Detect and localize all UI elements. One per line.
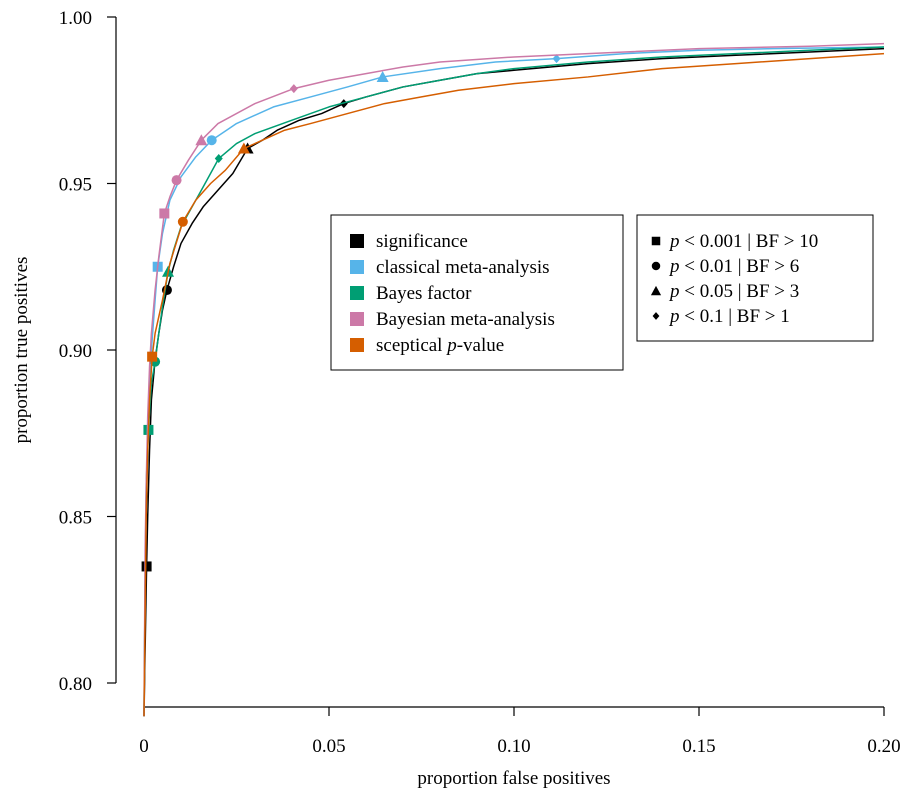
plot-area — [141, 42, 885, 717]
series-classical-meta-analysis — [143, 46, 885, 717]
series-significance — [141, 47, 885, 717]
square-marker — [141, 561, 152, 572]
series-line — [143, 46, 885, 717]
y-tick-label: 0.90 — [59, 341, 92, 362]
y-axis-label: proportion true positives — [11, 257, 32, 444]
circle-marker — [651, 261, 661, 271]
legend-threshold-label: p < 0.01 | BF > 6 — [668, 256, 799, 277]
series-line — [143, 47, 885, 717]
x-tick-label: 0.05 — [312, 736, 345, 757]
y-tick-label: 0.80 — [59, 674, 92, 695]
legend-thresholds-frame — [636, 214, 874, 342]
diamond-marker — [652, 312, 660, 320]
legend-thresholds: p < 0.001 | BF > 10 p < 0.01 | BF > 6 p < … — [636, 214, 874, 342]
legend-swatch — [350, 286, 364, 300]
triangle-marker — [650, 285, 662, 296]
circle-marker — [171, 175, 182, 186]
legend-threshold-label: p < 0.001 | BF > 10 — [668, 231, 818, 252]
y-tick-label: 0.85 — [59, 508, 92, 529]
legend-method-label: classical meta-analysis — [376, 257, 550, 278]
series-line — [143, 52, 885, 717]
legend-method-label: Bayes factor — [376, 283, 472, 304]
x-tick-label: 0.10 — [497, 736, 530, 757]
x-tick-label: 0 — [139, 736, 149, 757]
legend-methods: significance classical meta-analysis Bayes… — [330, 214, 624, 371]
circle-marker — [206, 135, 217, 146]
y-tick-label: 1.00 — [59, 8, 92, 29]
legend-swatch — [350, 338, 364, 352]
series-bayesian-meta-analysis — [143, 42, 885, 717]
triangle-marker — [237, 142, 250, 154]
series-bayes-factor — [143, 46, 885, 717]
y-tick-label: 0.95 — [59, 175, 92, 196]
square-marker — [159, 208, 170, 219]
diamond-marker — [289, 84, 298, 94]
legend-swatch — [350, 234, 364, 248]
diamond-marker — [214, 154, 223, 164]
legend-methods-frame — [330, 214, 624, 371]
triangle-marker — [195, 134, 208, 146]
legend-swatch — [350, 260, 364, 274]
series-sceptical-p-value — [143, 52, 885, 717]
y-ticks: 0.80 0.85 0.90 0.95 1.00 — [59, 8, 116, 695]
square-marker — [651, 236, 661, 246]
legend-method-label: sceptical p-value — [376, 335, 504, 356]
legend-method-label: Bayesian meta-analysis — [376, 309, 555, 330]
series-line — [143, 46, 885, 717]
x-axis-label: proportion false positives — [417, 768, 610, 789]
legend-method-label: significance — [376, 231, 468, 252]
legend-threshold-label: p < 0.1 | BF > 1 — [668, 306, 790, 327]
circle-marker — [177, 216, 188, 227]
legend-swatch — [350, 312, 364, 326]
square-marker — [147, 351, 158, 362]
diamond-marker — [552, 54, 561, 64]
x-ticks: 0 0.05 0.10 0.15 0.20 — [139, 707, 901, 757]
legend-threshold-label: p < 0.05 | BF > 3 — [668, 281, 799, 302]
axes: 0 0.05 0.10 0.15 0.20 0.80 0.85 0.90 0.95 1.00 p… — [11, 8, 901, 789]
x-tick-label: 0.15 — [682, 736, 715, 757]
x-tick-label: 0.20 — [867, 736, 900, 757]
triangle-marker — [376, 70, 389, 82]
